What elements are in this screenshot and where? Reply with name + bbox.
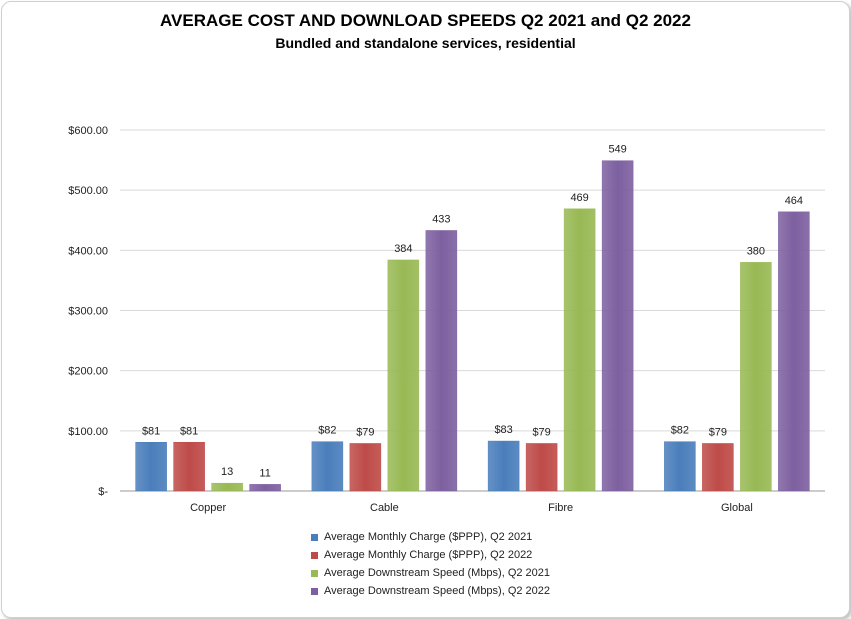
data-label: 433 [432,213,450,225]
x-tick-label: Copper [190,502,226,514]
legend-item: Average Monthly Charge ($PPP), Q2 2022 [311,546,550,564]
data-label: $79 [709,426,727,438]
data-label: 549 [608,144,626,156]
bar-fibre-series-2 [525,443,558,492]
data-label: 380 [747,245,765,257]
y-axis: $- $100.00 $200.00 $300.00 $400.00 $500.00 $60… [68,125,108,498]
data-label: 464 [785,195,803,207]
legend-label: Average Monthly Charge ($PPP), Q2 2021 [324,531,533,543]
y-tick-label: $400.00 [68,245,108,257]
bar-fibre-series-1 [487,440,520,492]
x-tick-label: Fibre [548,502,573,514]
legend-label: Average Downstream Speed (Mbps), Q2 2022 [324,585,551,597]
bar-copper-series-3 [211,482,243,492]
bar-cable-series-3 [387,259,420,492]
chart-title: AVERAGE COST AND DOWNLOAD SPEEDS Q2 2021… [160,11,691,30]
data-label: 13 [221,466,233,478]
data-label: $81 [180,425,198,437]
bar-global-series-4 [778,211,810,492]
data-label: $79 [356,426,374,438]
data-labels: $81 $81 13 11 $82 $79 384 433 $83 $79 469 549 $82 $79… [142,144,803,480]
bar-copper-series-2 [173,442,205,492]
bar-global-series-2 [702,443,734,492]
legend-swatch [311,569,318,577]
bars [135,160,810,492]
chart-subtitle: Bundled and standalone services, residen… [275,35,576,51]
bar-global-series-3 [740,262,772,492]
legend-swatch [311,551,318,559]
legend-item: Average Downstream Speed (Mbps), Q2 2022 [311,582,550,600]
x-tick-label: Global [721,502,753,514]
y-tick-label: $200.00 [68,366,108,378]
bar-copper-series-1 [135,442,167,492]
bar-cable-series-1 [311,441,344,492]
x-tick-label: Cable [370,502,399,514]
data-label: $83 [494,424,512,436]
y-tick-label: $500.00 [68,185,108,197]
legend-swatch [311,533,318,541]
legend-label: Average Monthly Charge ($PPP), Q2 2022 [324,549,533,561]
bar-copper-series-4 [249,484,281,492]
data-label: $82 [671,425,689,437]
y-tick-label: $- [98,486,108,498]
bar-fibre-series-3 [563,208,596,492]
data-label: $82 [318,425,336,437]
legend-item: Average Monthly Charge ($PPP), Q2 2021 [311,528,550,546]
y-tick-label: $600.00 [68,125,108,137]
legend-swatch [311,587,318,595]
bar-cable-series-2 [349,443,382,492]
data-label: 469 [570,192,588,204]
data-label: $81 [142,425,160,437]
y-tick-label: $100.00 [68,426,108,438]
legend-label: Average Downstream Speed (Mbps), Q2 2021 [324,567,551,579]
bar-cable-series-4 [425,230,458,492]
legend-item: Average Downstream Speed (Mbps), Q2 2021 [311,564,550,582]
data-label: 11 [259,467,270,479]
bar-fibre-series-4 [601,160,634,492]
x-axis: Copper Cable Fibre Global [190,502,753,514]
data-label: $79 [532,426,550,438]
data-label: 384 [394,243,412,255]
legend: Average Monthly Charge ($PPP), Q2 2021 Av… [311,528,550,600]
bar-global-series-1 [664,441,696,492]
y-tick-label: $300.00 [68,306,108,318]
